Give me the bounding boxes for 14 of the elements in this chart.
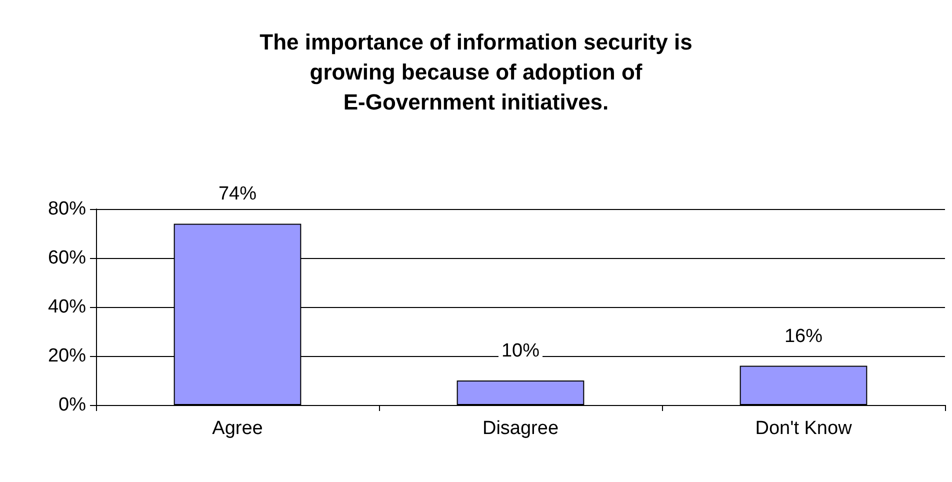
bar (456, 380, 584, 405)
data-label: 16% (784, 326, 823, 347)
x-tick-label: Don't Know (755, 418, 852, 439)
chart-title: The importance of information security is growing because of adoption of E-Government initiatives. (260, 30, 692, 114)
y-tick-label: 60% (48, 248, 86, 268)
y-tick-label: 80% (48, 198, 86, 220)
data-label: 10% (501, 340, 540, 362)
y-tick-label: 20% (48, 346, 86, 366)
x-tick-label: Disagree (482, 418, 559, 439)
data-label: 74% (218, 184, 257, 205)
y-tick-label: 40% (48, 296, 86, 318)
bar (740, 366, 868, 405)
x-tick-label: Agree (212, 418, 263, 439)
y-tick-label: 0% (58, 394, 86, 416)
